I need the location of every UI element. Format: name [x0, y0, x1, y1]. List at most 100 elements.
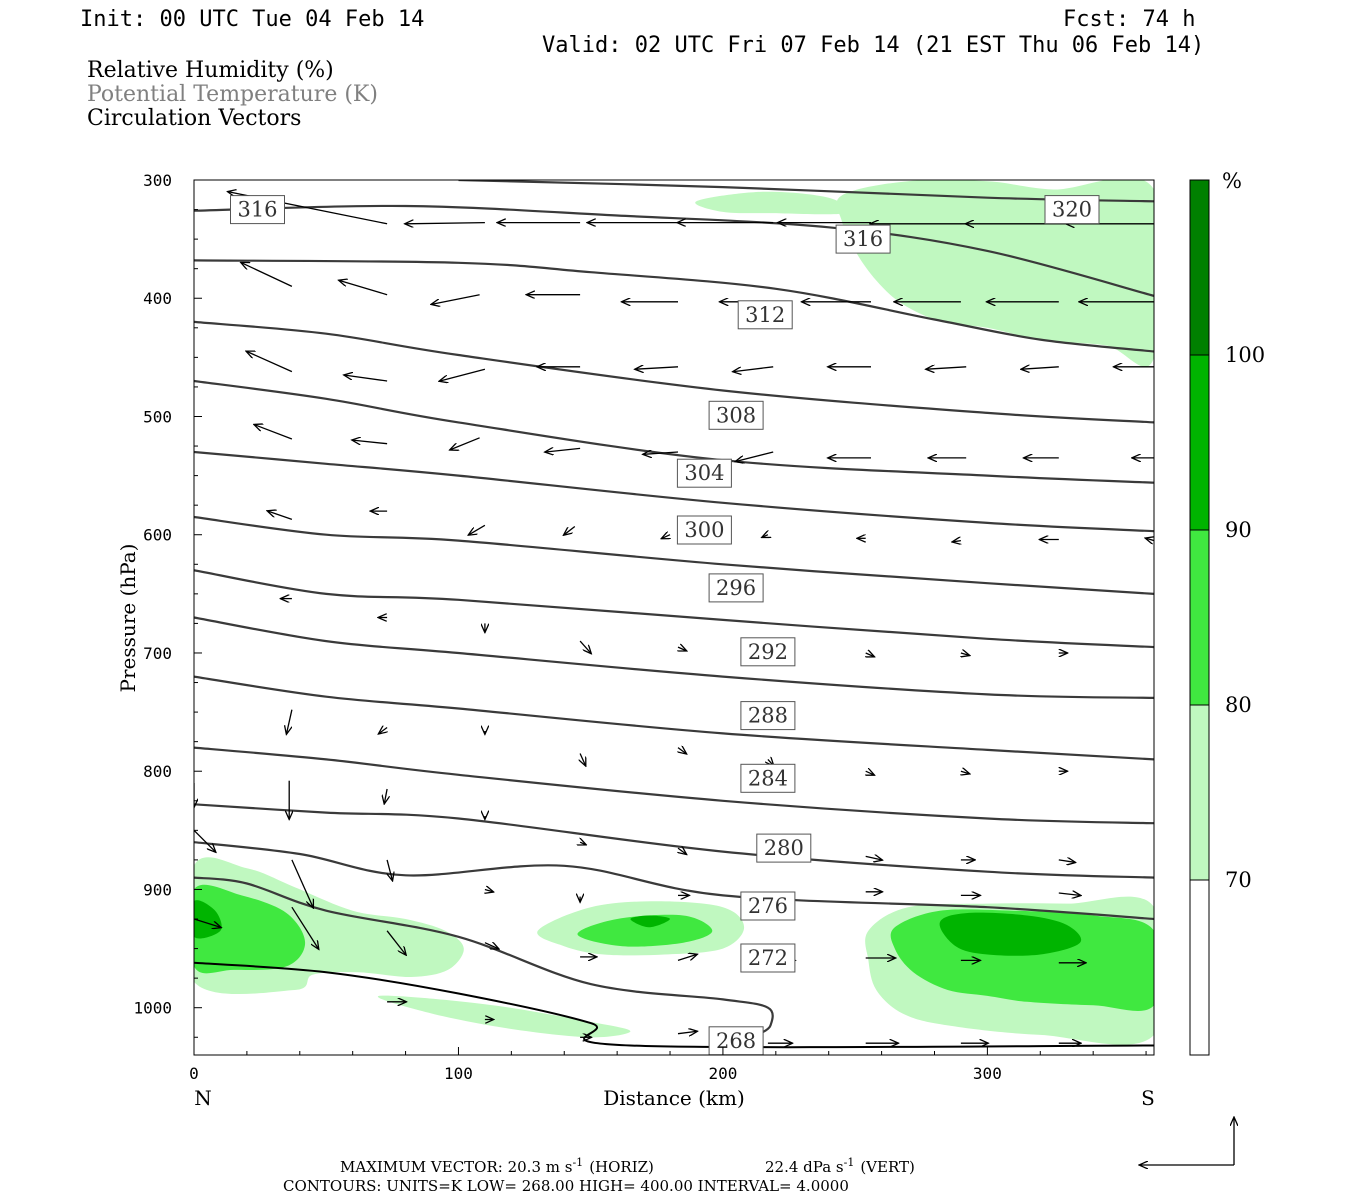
contours-info-text: CONTOURS: UNITS=K LOW= 268.00 HIGH= 400.…	[283, 1177, 849, 1195]
contour-label-box	[676, 515, 732, 545]
colorbar-segment-4	[1190, 180, 1209, 355]
theta-contour-308	[194, 320, 1154, 424]
contour-label-box	[740, 943, 796, 973]
contour-label-box	[676, 458, 732, 488]
circulation-vector-23	[636, 367, 679, 369]
contour-label-6: 300	[676, 515, 732, 545]
contour-label-box	[740, 891, 796, 921]
contour-label-text: 272	[748, 946, 788, 970]
circulation-vector-27	[1022, 367, 1059, 369]
circulation-vector-52	[579, 640, 591, 653]
colorbar-label-100: 100	[1225, 343, 1265, 367]
circulation-vector-32	[546, 448, 581, 452]
contour-label-box	[740, 637, 796, 667]
colorbar-label-70: 70	[1225, 868, 1252, 892]
circulation-vector-42	[564, 525, 576, 535]
contour-label-8: 292	[740, 637, 796, 667]
contour-label-text: 308	[716, 403, 756, 427]
contour-label-text: 316	[237, 198, 277, 222]
contour-label-text: 304	[684, 461, 724, 485]
rh-region-10	[630, 915, 670, 928]
theta-contour-284	[194, 675, 1154, 761]
contour-label-box	[1044, 195, 1100, 225]
circulation-vector-1	[406, 223, 485, 224]
circulation-vector-43	[662, 535, 670, 539]
y-tick-label-800: 800	[143, 762, 172, 781]
circulation-vector-53	[678, 647, 686, 651]
contour-label-box	[737, 300, 793, 330]
rh-region-7	[577, 914, 713, 947]
terrain-line	[194, 961, 1154, 1049]
contour-label-text: 296	[716, 576, 756, 600]
circulation-vector-46	[953, 541, 961, 542]
circulation-vector-31	[451, 437, 480, 450]
contour-label-text: 284	[748, 766, 788, 790]
y-tick-label-700: 700	[143, 644, 172, 663]
field-title-rh: Relative Humidity (%)	[87, 58, 334, 83]
contour-label-text: 320	[1052, 198, 1092, 222]
colorbar-segment-2	[1190, 530, 1209, 705]
x-tick-label-200: 200	[708, 1064, 737, 1083]
contour-label-12: 276	[740, 891, 796, 921]
contour-label-box	[756, 833, 812, 863]
circulation-vector-21	[440, 368, 486, 381]
contour-label-box	[708, 400, 764, 430]
circulation-vector-79	[387, 859, 392, 880]
colorbar-segment-0	[1190, 880, 1209, 1055]
y-tick-label-900: 900	[143, 880, 172, 899]
forecast-hour: Fcst: 74 h	[1063, 7, 1195, 32]
contour-label-0: 316	[230, 195, 285, 225]
circulation-vectors	[194, 192, 1154, 1043]
rh-region-0	[695, 191, 849, 215]
reference-vector	[1140, 1118, 1234, 1165]
plot-area: 316 316 320 312 308 304 300 296 292 288 284 280 276 2…	[194, 180, 1154, 1055]
contour-label-text: 288	[748, 704, 788, 728]
theta-contour-292	[194, 569, 1154, 649]
circulation-vector-65	[961, 771, 969, 773]
theta-contour-288	[194, 616, 1154, 699]
axes: 300 400 500 600 700 800 900 1000 0 100 200 300	[133, 171, 1147, 1083]
contour-label-box	[230, 195, 285, 225]
circulation-vector-90	[484, 943, 498, 949]
x-end-label-north: N	[194, 1086, 212, 1110]
y-tick-label-600: 600	[143, 526, 172, 545]
contour-label-text: 280	[764, 836, 804, 860]
circulation-vector-62	[678, 748, 686, 754]
colorbar: 70 80 90 100	[1189, 179, 1265, 1056]
circulation-vector-9	[242, 263, 293, 287]
circulation-vector-71	[580, 842, 585, 844]
colorbar-label-80: 80	[1225, 693, 1252, 717]
y-tick-label-400: 400	[143, 289, 172, 308]
circulation-vector-33	[644, 452, 679, 454]
circulation-vector-88	[291, 906, 318, 948]
contour-label-5: 304	[676, 458, 732, 488]
x-tick-label-100: 100	[444, 1064, 473, 1083]
circulation-vector-20	[345, 375, 388, 382]
theta-contour-312	[194, 259, 1154, 353]
colorbar-segment-3	[1190, 355, 1209, 530]
theta-contour-280	[194, 746, 1154, 825]
contour-label-text: 276	[748, 894, 788, 918]
contour-label-1: 316	[835, 224, 891, 254]
contour-label-text: 316	[843, 227, 883, 251]
theta-contour-268	[194, 876, 774, 1035]
contour-label-text: 268	[716, 1029, 756, 1053]
theta-contour-272	[194, 841, 1154, 921]
contour-label-14: 268	[708, 1026, 764, 1055]
circulation-vector-19	[247, 352, 293, 373]
field-title-vectors: Circulation Vectors	[87, 106, 301, 131]
circulation-vector-86	[1058, 893, 1080, 895]
theta-contour-276	[194, 803, 1154, 879]
valid-time: Valid: 02 UTC Fri 07 Feb 14 (21 EST Thu …	[542, 33, 1204, 58]
rh-region-5	[377, 995, 631, 1038]
circulation-vector-74	[865, 856, 882, 860]
contour-label-text: 312	[745, 303, 785, 327]
circulation-vector-29	[255, 425, 293, 440]
colorbar-unit: %	[1222, 169, 1242, 193]
contour-label-11: 280	[756, 833, 812, 863]
circulation-vector-11	[432, 294, 480, 305]
circulation-vector-10	[340, 281, 388, 296]
contour-label-box	[708, 573, 764, 603]
theta-contour-296	[194, 515, 1154, 595]
